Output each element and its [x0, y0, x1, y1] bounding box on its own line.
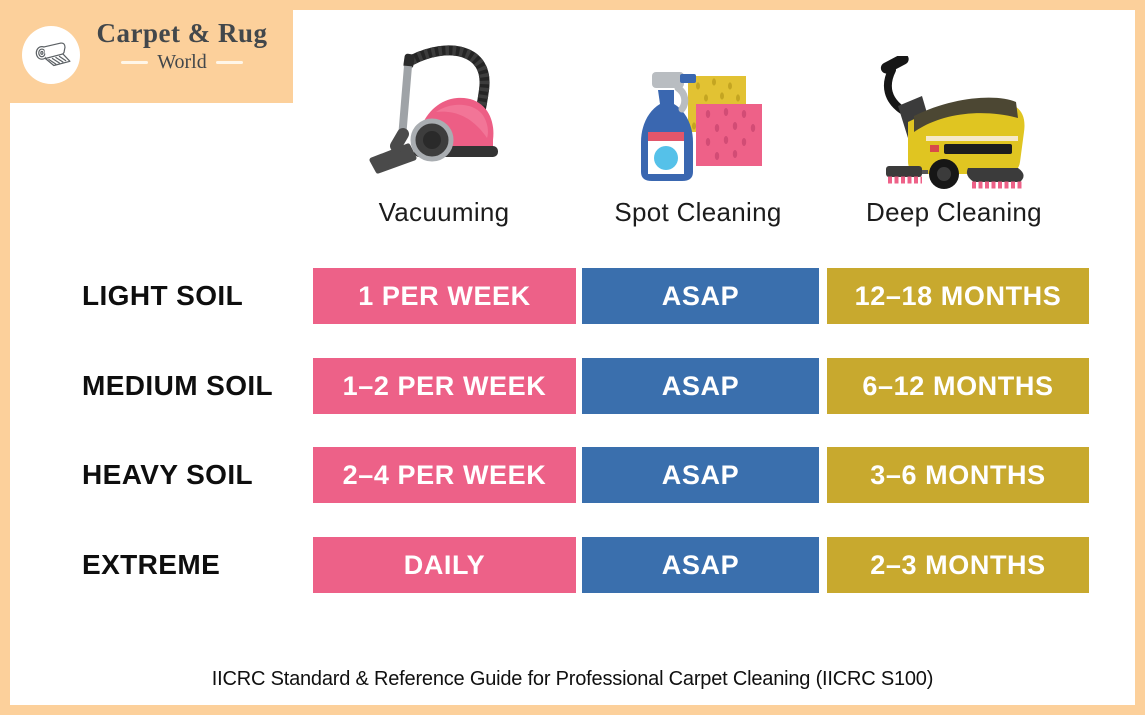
table-row: EXTREME DAILY ASAP 2–3 MONTHS — [10, 537, 1135, 593]
brand-dash-left — [121, 61, 149, 64]
brand-dash-right — [215, 61, 243, 64]
table-row: MEDIUM SOIL 1–2 PER WEEK ASAP 6–12 MONTH… — [10, 358, 1135, 414]
cell-heavy-deep-cleaning: 3–6 MONTHS — [827, 447, 1089, 503]
brand-subname-row: World — [92, 51, 272, 74]
cell-light-spot-cleaning: ASAP — [582, 268, 819, 324]
column-label-vacuuming: Vacuuming — [378, 197, 510, 227]
row-label-extreme: EXTREME — [82, 549, 221, 580]
row-label-medium-soil: MEDIUM SOIL — [82, 370, 274, 401]
cell-medium-spot-cleaning: ASAP — [582, 358, 819, 414]
floor-scrubber-icon — [862, 53, 1040, 199]
brand-text: Carpet & Rug World — [92, 18, 272, 74]
cell-medium-vacuuming: 1–2 PER WEEK — [313, 358, 576, 414]
column-label-deep-cleaning: Deep Cleaning — [866, 197, 1042, 227]
source-citation: IICRC Standard & Reference Guide for Pro… — [211, 668, 934, 690]
row-label-light-soil: LIGHT SOIL — [82, 280, 244, 311]
cell-light-deep-cleaning: 12–18 MONTHS — [827, 268, 1089, 324]
brand-subname: World — [157, 51, 207, 73]
spray-bottle-icon — [622, 46, 777, 199]
cell-medium-deep-cleaning: 6–12 MONTHS — [827, 358, 1089, 414]
brand-name: Carpet & Rug — [96, 18, 268, 48]
brand-logo: Carpet & Rug World — [10, 10, 293, 103]
cell-extreme-spot-cleaning: ASAP — [582, 537, 819, 593]
vacuum-icon — [362, 38, 527, 193]
cell-heavy-spot-cleaning: ASAP — [582, 447, 819, 503]
row-label-heavy-soil: HEAVY SOIL — [82, 459, 254, 490]
column-label-spot-cleaning: Spot Cleaning — [614, 197, 782, 227]
table-row: LIGHT SOIL 1 PER WEEK ASAP 12–18 MONTHS — [10, 268, 1135, 324]
cell-extreme-vacuuming: DAILY — [313, 537, 576, 593]
cell-extreme-deep-cleaning: 2–3 MONTHS — [827, 537, 1089, 593]
table-row: HEAVY SOIL 2–4 PER WEEK ASAP 3–6 MONTHS — [10, 447, 1135, 503]
carpet-roll-icon — [22, 26, 80, 84]
cell-light-vacuuming: 1 PER WEEK — [313, 268, 576, 324]
cell-heavy-vacuuming: 2–4 PER WEEK — [313, 447, 576, 503]
